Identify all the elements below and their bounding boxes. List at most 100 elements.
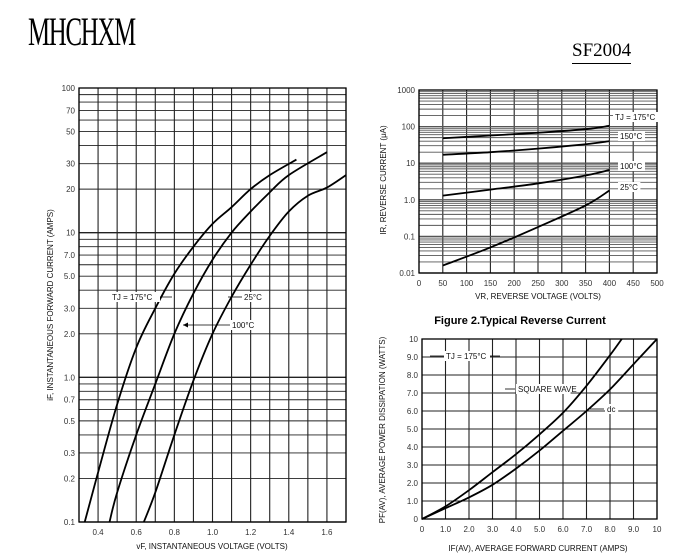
x-axis-label: VR, REVERSE VOLTAGE (VOLTS): [475, 292, 601, 301]
x-tick-label: 1.0: [207, 528, 219, 537]
x-tick-label: 0: [420, 525, 425, 534]
series-line: [83, 158, 297, 523]
x-tick-label: 5.0: [534, 525, 546, 534]
y-tick-label: 4.0: [407, 443, 419, 452]
y-tick-label: 3.0: [407, 461, 419, 470]
y-tick-label: 1.0: [407, 497, 419, 506]
label-bg: [605, 404, 619, 414]
x-tick-label: 1.0: [440, 525, 452, 534]
chart-3: 0 1.0 2.0 3.0 4.0 5.0 6.0 7.0 8.0 9.0 10 10 9.0 8.0 7.…: [378, 335, 662, 553]
y-axis-label: iF, INSTANTANEOUS FORWARD CURRENT (AMPS): [46, 209, 55, 401]
x-tick-label: 4.0: [510, 525, 522, 534]
x-tick-label: 0: [417, 279, 422, 288]
grid: [421, 338, 658, 520]
y-tick-label: 9.0: [407, 353, 419, 362]
y-tick-label: 50: [66, 128, 75, 137]
y-tick-label: 30: [66, 160, 75, 169]
x-tick-label: 0.4: [93, 528, 105, 537]
y-tick-label: 100: [402, 123, 416, 132]
x-tick-label: 2.0: [463, 525, 475, 534]
y-tick-label: 1.0: [404, 196, 416, 205]
y-tick-label: 1.0: [64, 373, 76, 382]
y-tick-label: 5.0: [64, 272, 76, 281]
y-tick-label: 0.7: [64, 396, 76, 405]
x-tick-label: 400: [603, 279, 617, 288]
y-axis-label: IR, REVERSE CURRENT (μA): [379, 125, 388, 235]
label-bg: [110, 292, 160, 302]
x-tick-label: 450: [627, 279, 641, 288]
x-tick-label: 350: [579, 279, 593, 288]
x-tick-label: 8.0: [604, 525, 616, 534]
y-tick-label: 2.0: [64, 330, 76, 339]
grid: [78, 87, 347, 523]
label-bg: [618, 161, 645, 171]
label-bg: [516, 384, 571, 394]
series-line: [421, 338, 623, 520]
x-tick-label: 200: [508, 279, 522, 288]
label-bg: [613, 112, 663, 122]
series-line: [442, 140, 610, 156]
x-tick-label: 100: [460, 279, 474, 288]
chart-2: 0 50 100 150 200 250 300 350 400 450 500 1000 100 10 1…: [379, 86, 664, 327]
y-tick-label: 0.1: [404, 232, 416, 241]
y-tick-label: 70: [66, 106, 75, 115]
x-tick-label: 1.4: [283, 528, 295, 537]
label-bg: [618, 131, 645, 141]
x-tick-label: 3.0: [487, 525, 499, 534]
y-tick-label: 3.0: [64, 304, 76, 313]
x-tick-label: 0.6: [131, 528, 143, 537]
label-bg: [444, 351, 490, 361]
y-tick-label: 0.3: [64, 449, 76, 458]
plot-frame: [78, 87, 347, 523]
chart-1: 0.4 0.6 0.8 1.0 1.2 1.4 1.6 100 70 50 30 20 10 7.0 5.0…: [46, 84, 347, 551]
figure-title: Figure 2.Typical Reverse Current: [434, 315, 606, 327]
y-tick-label: 7.0: [64, 251, 76, 260]
series-line: [421, 338, 658, 520]
series-line: [143, 174, 347, 523]
label-bg: [242, 292, 265, 302]
x-tick-label: 9.0: [628, 525, 640, 534]
label-bg: [618, 182, 641, 192]
series-line: [442, 124, 610, 140]
x-axis-label: vF, INSTANTANEOUS VOLTAGE (VOLTS): [136, 542, 288, 551]
x-tick-label: 50: [438, 279, 447, 288]
y-tick-label: 10: [406, 159, 415, 168]
series-label: 25°C: [244, 293, 262, 302]
y-axis-label: PF(AV), AVERAGE POWER DISSIPATION (WATTS…: [378, 336, 387, 523]
x-axis-label: IF(AV), AVERAGE FORWARD CURRENT (AMPS): [448, 544, 627, 553]
series-label: 150°C: [620, 132, 643, 141]
y-tick-label: 0.2: [64, 474, 76, 483]
series-label: 100°C: [232, 321, 255, 330]
series-label: dc: [607, 405, 615, 414]
series-label: 25°C: [620, 183, 638, 192]
y-tick-label: 5.0: [407, 425, 419, 434]
y-tick-label: 2.0: [407, 479, 419, 488]
y-tick-label: 0.1: [64, 518, 76, 527]
x-tick-label: 250: [531, 279, 545, 288]
y-tick-label: 100: [62, 84, 76, 93]
arrow-icon: [183, 322, 188, 328]
x-tick-label: 500: [650, 279, 664, 288]
series-line: [108, 151, 328, 523]
y-tick-label: 0.5: [64, 417, 76, 426]
part-number: SF2004: [572, 40, 632, 64]
series-line: [442, 189, 610, 267]
y-tick-label: 6.0: [407, 407, 419, 416]
y-tick-label: 10: [66, 229, 75, 238]
brand-logo: MHCHXM: [28, 9, 136, 54]
x-tick-label: 300: [555, 279, 569, 288]
x-tick-label: 10: [653, 525, 662, 534]
y-tick-label: 0: [414, 515, 419, 524]
series-label: 100°C: [620, 162, 643, 171]
x-tick-label: 1.6: [321, 528, 333, 537]
x-tick-label: 0.8: [169, 528, 181, 537]
series-line: [442, 169, 610, 197]
x-tick-label: 6.0: [557, 525, 569, 534]
y-tick-label: 0.01: [399, 269, 415, 278]
y-tick-label: 7.0: [407, 389, 419, 398]
series-label: TJ = 175°C: [112, 293, 153, 302]
series-label: TJ = 175°C: [615, 113, 656, 122]
plot-frame: [418, 89, 658, 274]
y-tick-label: 10: [409, 335, 418, 344]
y-tick-label: 8.0: [407, 371, 419, 380]
